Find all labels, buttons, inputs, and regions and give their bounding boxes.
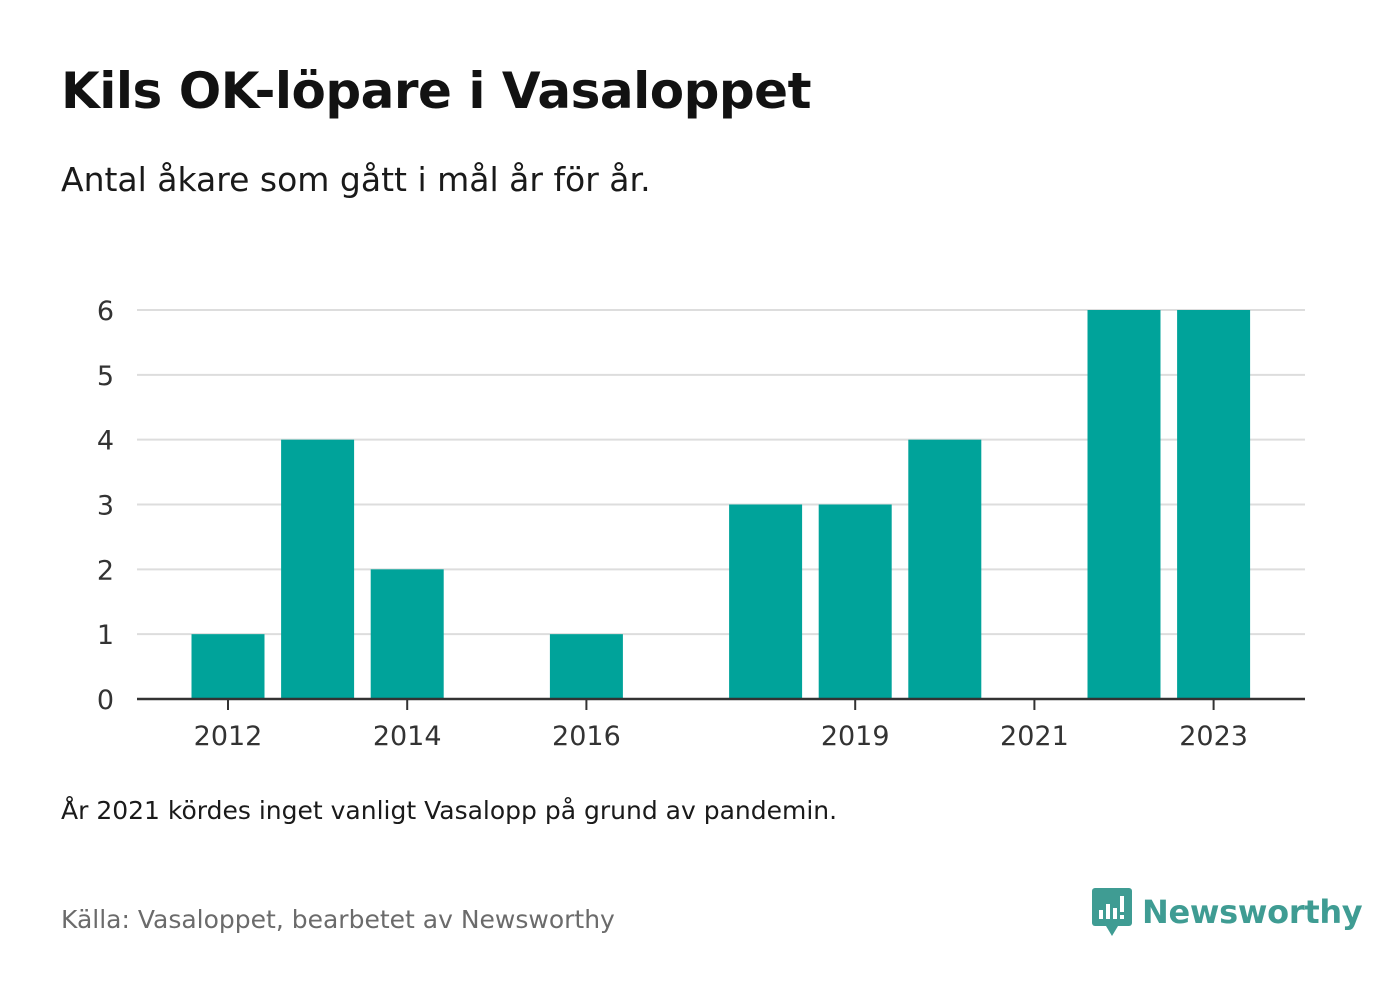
chart-note: År 2021 kördes inget vanligt Vasalopp på… [61, 796, 838, 825]
bar-2012 [191, 634, 265, 699]
bar-2014 [370, 569, 444, 699]
y-tick-label: 0 [97, 685, 114, 716]
bar-chart: 0 1 2 3 4 5 6 2012 2014 2016 2019 2021 2023 [97, 296, 1305, 752]
newsworthy-logo[interactable]: Newsworthy [1092, 888, 1363, 936]
bar-2023 [1177, 310, 1251, 699]
y-tick-label: 6 [97, 296, 114, 327]
bar-2022 [1087, 310, 1161, 699]
logo-text: Newsworthy [1142, 893, 1363, 931]
x-tick-label: 2014 [373, 721, 442, 752]
y-axis-ticks: 0 1 2 3 4 5 6 [97, 296, 114, 716]
y-tick-label: 4 [97, 426, 114, 457]
x-tick-label: 2019 [821, 721, 890, 752]
x-axis-ticks: 2012 2014 2016 2019 2021 2023 [194, 699, 1248, 752]
bar-2013 [281, 439, 355, 699]
bar-2019 [818, 504, 892, 699]
y-tick-label: 2 [97, 555, 114, 586]
y-tick-label: 3 [97, 491, 114, 522]
newsworthy-logo-icon [1092, 888, 1132, 936]
chart-title: Kils OK-löpare i Vasaloppet [61, 62, 811, 120]
y-tick-label: 5 [97, 361, 114, 392]
bars [191, 310, 1251, 699]
x-tick-label: 2021 [1000, 721, 1069, 752]
y-tick-label: 1 [97, 620, 114, 651]
x-tick-label: 2012 [194, 721, 263, 752]
bar-2020 [908, 439, 982, 699]
x-tick-label: 2023 [1179, 721, 1248, 752]
x-tick-label: 2016 [552, 721, 621, 752]
bar-2018 [729, 504, 803, 699]
bar-2016 [549, 634, 623, 699]
source-text: Källa: Vasaloppet, bearbetet av Newswort… [61, 905, 615, 934]
chart-subtitle: Antal åkare som gått i mål år för år. [61, 160, 651, 199]
